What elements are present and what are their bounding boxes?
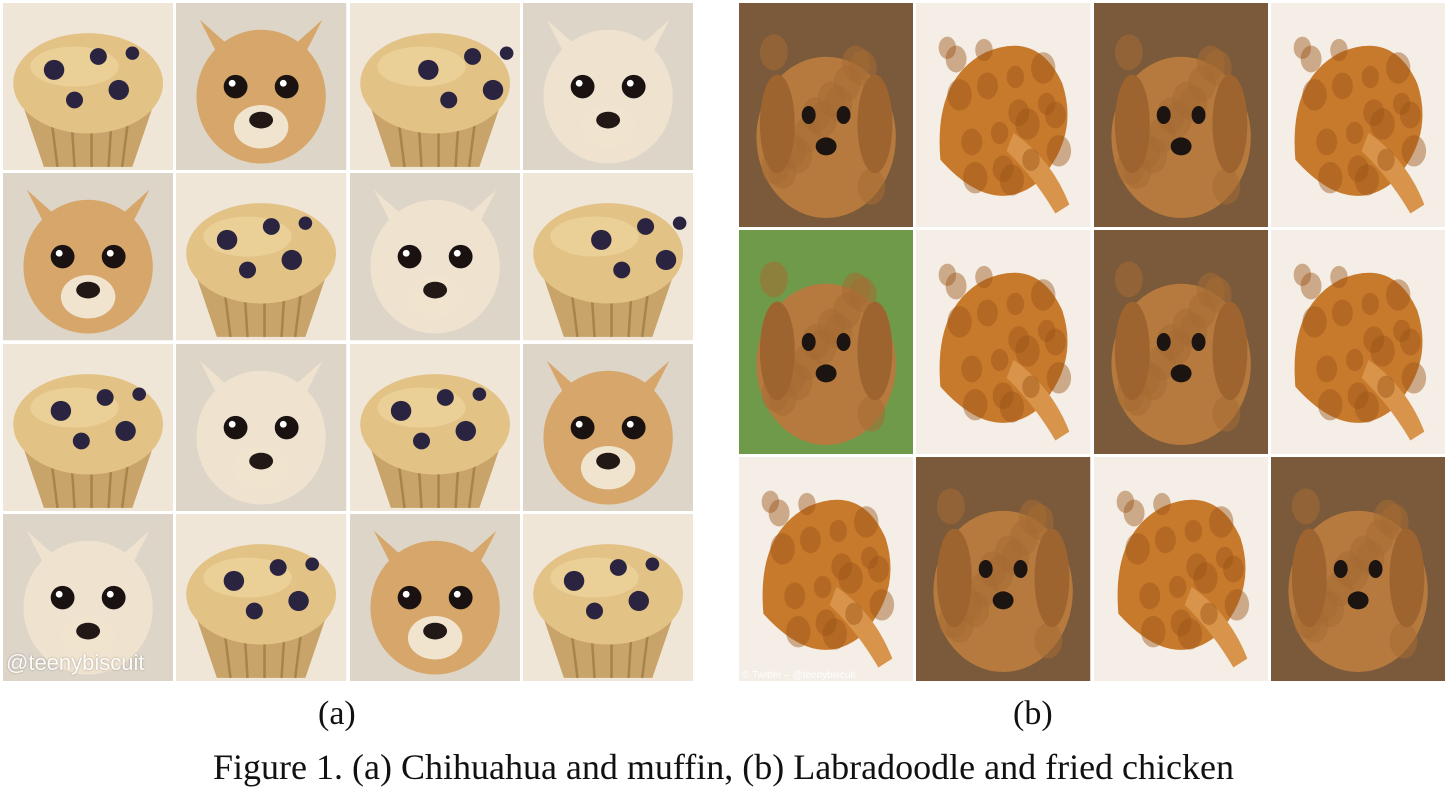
panel-a-photo-muffin [522,513,693,681]
panel-b-photo-labradoodle [739,3,914,227]
panel-b-photo-fried-chicken [739,457,914,681]
panel-a-watermark: @teenybiscuit [6,650,145,675]
panel-b-photo-fried-chicken [1093,457,1268,681]
panel-b-label: (b) [1013,695,1053,732]
panel-a-photo-muffin [176,173,347,341]
panel-b-photo-fried-chicken [1270,3,1445,227]
panel-a-photo-chihuahua [3,513,174,681]
panel-a-photo-muffin [176,513,347,681]
panel-a-photo-chihuahua [349,173,520,341]
panel-a-photo-chihuahua [176,343,347,511]
figure-caption: Figure 1. (a) Chihuahua and muffin, (b) … [213,747,1234,787]
panel-b-photo-labradoodle [1093,230,1268,454]
panel-b-image-grid [739,3,1445,681]
panel-b-photo-labradoodle [1093,3,1268,227]
panel-a-photo-chihuahua [349,513,520,681]
panel-b-photo-labradoodle [916,457,1091,681]
panel-b-photo-fried-chicken [916,3,1091,227]
panel-b-photo-fried-chicken [916,230,1091,454]
panel-b-photo-labradoodle [1270,457,1445,681]
panel-a-photo-muffin [3,3,174,171]
panel-a-image-grid [3,3,693,681]
panel-b-watermark: © Twitter – @teenybiscuit [742,670,856,681]
panel-a-photo-chihuahua [176,3,347,171]
panel-a-photo-muffin [349,3,520,171]
panel-a-photo-chihuahua [522,3,693,171]
panel-a-photo-chihuahua [522,343,693,511]
panel-a-photo-muffin [349,343,520,511]
panel-a-label: (a) [318,695,356,732]
panel-a-photo-muffin [522,173,693,341]
panel-b-photo-labradoodle [739,230,914,454]
panel-a-photo-chihuahua [3,173,174,341]
panel-b-photo-fried-chicken [1270,230,1445,454]
panel-a-photo-muffin [3,343,174,511]
